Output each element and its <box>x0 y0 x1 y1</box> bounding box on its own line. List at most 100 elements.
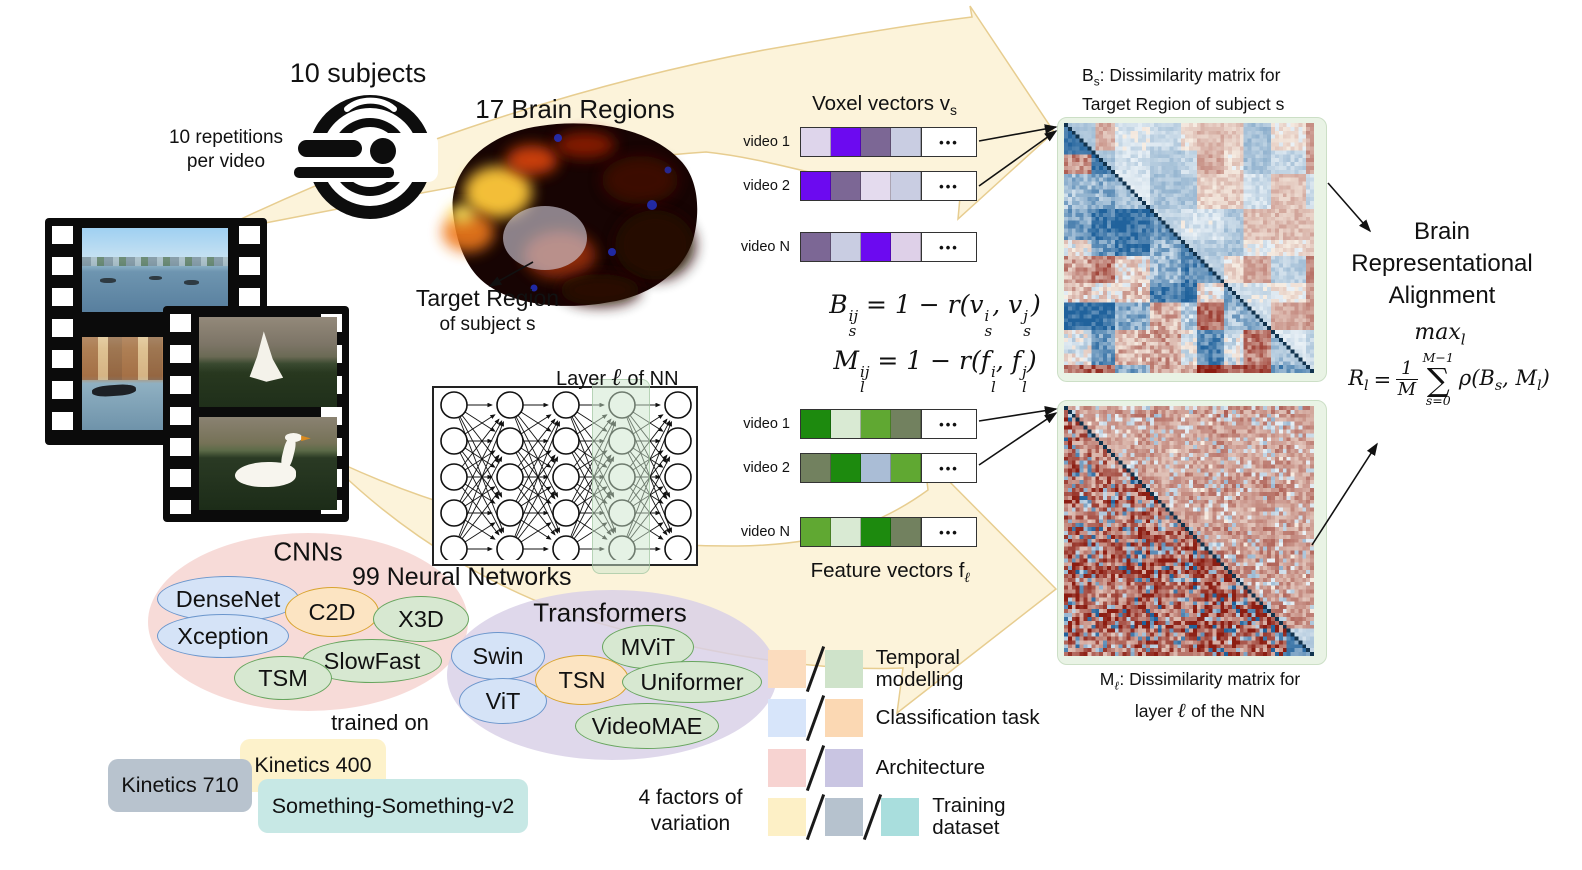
video-label: video 2 <box>743 178 790 194</box>
math-mid: = 1 − r( <box>869 346 981 375</box>
feature-cell <box>831 518 861 546</box>
legend-row-temporal: Temporal modelling <box>768 645 991 693</box>
film-holes <box>52 226 73 437</box>
caption-sub: s <box>1093 74 1100 89</box>
layer-label-pre: Layer <box>556 368 612 390</box>
math-sym: , M <box>1502 365 1538 390</box>
feature-vectors-title: Feature vectors fℓ <box>798 559 983 587</box>
legend-swatch <box>768 798 806 836</box>
ell-symbol: ℓ <box>611 362 622 391</box>
caption-sub: ℓ <box>1114 678 1120 693</box>
voxel-cell <box>861 172 891 200</box>
math-sym: ρ(B <box>1458 365 1495 390</box>
model-name: ViT <box>485 687 521 714</box>
caption-text: Target Region of subject s <box>1082 94 1285 115</box>
fraction-numerator: 1 <box>1396 358 1418 381</box>
voxel-to-matrix-arrow <box>978 130 1058 187</box>
voxel-cell <box>861 233 891 261</box>
math-eq: = <box>1373 367 1392 392</box>
trained-on-label: trained on <box>331 710 429 735</box>
ellipsis: ••• <box>921 172 976 200</box>
legend-swatch <box>824 650 863 688</box>
model-chip-tsm: TSM <box>234 656 332 700</box>
video-label: video 2 <box>743 460 790 476</box>
max-operator: maxl <box>1340 320 1540 348</box>
math-sym: max <box>1414 320 1461 345</box>
model-chip-vit: ViT <box>459 678 547 724</box>
math-sep: , <box>995 346 1012 375</box>
caption-sym: B <box>1082 65 1094 85</box>
model-name: X3D <box>398 605 444 632</box>
legend-label: Temporal modelling <box>875 645 964 691</box>
boat <box>91 383 137 399</box>
model-chip-densenet: DenseNet <box>157 576 299 622</box>
math-sup: j <box>1023 306 1028 325</box>
slash-divider <box>805 695 825 741</box>
voxel-cell <box>831 172 861 200</box>
legend-row-classification: Classification task <box>768 694 1040 742</box>
alignment-title: Brain Representational Alignment <box>1351 218 1533 309</box>
feature-vector-row: ••• <box>800 517 977 547</box>
dataset-chip-ssv2: Something-Something-v2 <box>258 779 528 833</box>
nn-graph <box>440 391 692 563</box>
sum-upper-limit: M−1 <box>1422 350 1454 365</box>
layer-highlight <box>592 379 650 574</box>
dataset-name: Something-Something-v2 <box>271 793 515 818</box>
brain-heatmap <box>442 123 698 306</box>
brain-dissimilarity-matrix <box>1064 123 1314 373</box>
brain-matrix-caption: Bs: Dissimilarity matrix for Target Regi… <box>1082 62 1362 118</box>
model-name: Xception <box>177 622 269 649</box>
nn-dissimilarity-matrix <box>1064 406 1314 656</box>
voxel-cell <box>801 128 831 156</box>
slash-divider <box>805 745 825 791</box>
slash-divider <box>862 794 882 840</box>
math-sym: M <box>833 346 860 375</box>
legend-swatch <box>824 699 863 737</box>
voxel-title-text: Voxel vectors v <box>812 92 950 115</box>
model-chip-x3d: X3D <box>373 596 469 642</box>
ellipsis: ••• <box>921 454 976 482</box>
legend-swatch <box>881 798 920 836</box>
math-mid: = 1 − r( <box>858 290 970 319</box>
layer-label-post: of NN <box>621 368 679 390</box>
ell-symbol: ℓ <box>1177 698 1187 723</box>
legend-swatch <box>768 749 806 787</box>
slash-divider <box>805 794 825 840</box>
diving-duck <box>249 331 284 382</box>
voxel-cell <box>861 128 891 156</box>
model-chip-c2d: C2D <box>285 587 379 637</box>
feature-cell <box>801 410 831 438</box>
caption-text: : Dissimilarity matrix for <box>1099 65 1281 85</box>
math-sym: v <box>969 290 984 319</box>
target-region-arrow <box>488 261 534 287</box>
math-sub: l <box>1460 330 1466 349</box>
feature-cell <box>831 454 861 482</box>
video-frame-harbor <box>82 228 228 312</box>
sum-lower-limit: s=0 <box>1425 392 1451 408</box>
swan-head <box>284 432 303 443</box>
voxel-cell <box>831 128 861 156</box>
voxel-title-sub: s <box>949 102 957 119</box>
math-sym: B <box>829 290 848 319</box>
math-sub: s <box>848 321 857 340</box>
math-sym: f <box>980 346 991 375</box>
feature-title-text: Feature vectors f <box>810 559 965 582</box>
math-sup: i <box>984 306 990 325</box>
model-name: TSM <box>258 664 308 691</box>
model-name: Swin <box>472 642 524 669</box>
legend-label: Architecture <box>875 755 985 779</box>
video-frame-duck-diving <box>199 317 337 407</box>
math-sep: , <box>992 290 1009 319</box>
brain-regions-title: 17 Brain Regions <box>475 94 675 124</box>
math-sup: ij <box>848 306 859 325</box>
model-name: MViT <box>620 633 676 660</box>
dataset-name: Kinetics 710 <box>121 773 239 797</box>
ellipsis: ••• <box>921 128 976 156</box>
target-region-label: Target Region <box>415 285 560 311</box>
neural-network-diagram <box>432 386 698 566</box>
nn-matrix-caption: Mℓ: Dissimilarity matrix for layer ℓ of … <box>1075 666 1325 725</box>
math-sup: i <box>991 362 996 381</box>
